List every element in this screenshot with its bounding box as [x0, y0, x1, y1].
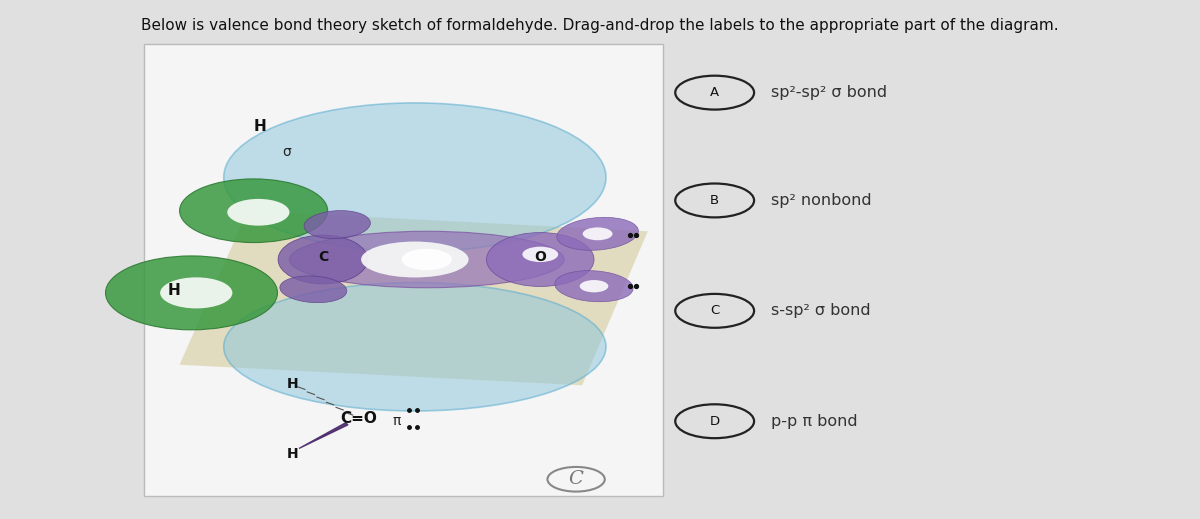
Ellipse shape — [180, 179, 328, 242]
Ellipse shape — [580, 280, 608, 292]
Text: sp² nonbond: sp² nonbond — [770, 193, 871, 208]
Text: σ: σ — [283, 145, 292, 159]
Ellipse shape — [278, 235, 367, 284]
Ellipse shape — [304, 211, 371, 239]
Text: A: A — [710, 86, 719, 99]
FancyBboxPatch shape — [144, 44, 664, 496]
Text: Below is valence bond theory sketch of formaldehyde. Drag-and-drop the labels to: Below is valence bond theory sketch of f… — [142, 18, 1058, 33]
Text: O: O — [534, 250, 546, 264]
Text: C: C — [569, 470, 583, 488]
Ellipse shape — [223, 103, 606, 252]
Text: p-p π bond: p-p π bond — [770, 414, 858, 429]
Ellipse shape — [361, 241, 469, 278]
Text: π: π — [392, 414, 401, 428]
Text: H: H — [253, 118, 266, 133]
Ellipse shape — [583, 227, 612, 240]
Ellipse shape — [223, 283, 606, 411]
Polygon shape — [180, 211, 648, 385]
Text: sp²-sp² σ bond: sp²-sp² σ bond — [770, 85, 887, 100]
Ellipse shape — [106, 256, 277, 330]
Ellipse shape — [486, 233, 594, 286]
Ellipse shape — [557, 217, 638, 250]
Ellipse shape — [289, 231, 564, 288]
Text: C: C — [318, 250, 328, 264]
Polygon shape — [299, 423, 348, 448]
Text: C: C — [710, 304, 719, 317]
Text: s-sp² σ bond: s-sp² σ bond — [770, 303, 870, 318]
Text: H: H — [287, 377, 299, 391]
Ellipse shape — [227, 199, 289, 226]
Ellipse shape — [522, 247, 558, 262]
Ellipse shape — [402, 249, 452, 270]
Ellipse shape — [554, 270, 634, 302]
Text: H: H — [167, 283, 180, 298]
Text: H: H — [287, 446, 299, 460]
Ellipse shape — [160, 277, 233, 308]
Text: C=O: C=O — [341, 411, 377, 426]
Text: B: B — [710, 194, 719, 207]
Text: D: D — [709, 415, 720, 428]
Ellipse shape — [280, 276, 347, 303]
